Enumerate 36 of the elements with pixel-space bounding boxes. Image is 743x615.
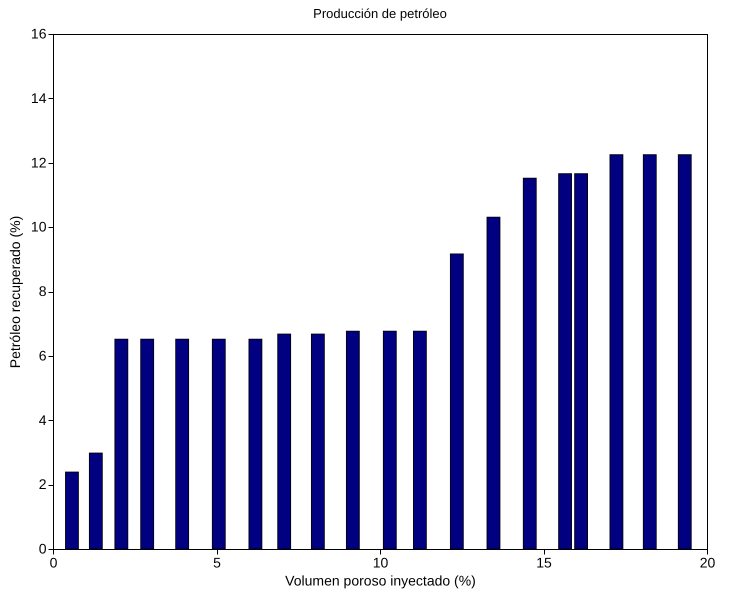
bar — [310, 334, 325, 550]
x-tick-label: 0 — [50, 554, 58, 570]
y-tick-label: 16 — [30, 26, 47, 42]
y-tick-label: 10 — [30, 218, 47, 235]
y-tick-label: 2 — [38, 476, 47, 492]
bar — [678, 154, 692, 550]
y-tick-label: 6 — [38, 347, 47, 364]
x-tick-label: 5 — [213, 554, 222, 570]
bar — [450, 253, 464, 550]
x-tick-label: 15 — [536, 554, 552, 570]
bar — [486, 216, 500, 550]
bar — [248, 338, 262, 550]
bar — [522, 178, 537, 550]
bar — [346, 330, 360, 550]
bar — [610, 154, 624, 550]
bar — [574, 173, 588, 550]
bar — [114, 338, 128, 550]
bar — [642, 154, 657, 550]
x-axis-title: Volumen poroso inyectado (%) — [285, 572, 476, 588]
chart-title: Producción de petróleo — [313, 6, 447, 21]
x-tick-label: 20 — [700, 554, 716, 570]
bar — [175, 338, 190, 550]
bar — [88, 452, 103, 550]
bar — [65, 472, 79, 550]
y-tick-label: 4 — [38, 412, 47, 428]
bar — [558, 173, 572, 550]
x-tick-label: 10 — [372, 554, 388, 570]
y-tick-label: 0 — [38, 540, 47, 556]
bar — [277, 334, 292, 550]
y-tick-label: 12 — [30, 154, 47, 170]
y-tick-label: 14 — [30, 90, 47, 106]
y-axis-title: Petróleo recuperado (%) — [6, 216, 23, 368]
bar — [412, 330, 427, 550]
bar — [140, 338, 154, 550]
y-tick-label: 8 — [38, 283, 47, 299]
bar — [382, 330, 397, 550]
